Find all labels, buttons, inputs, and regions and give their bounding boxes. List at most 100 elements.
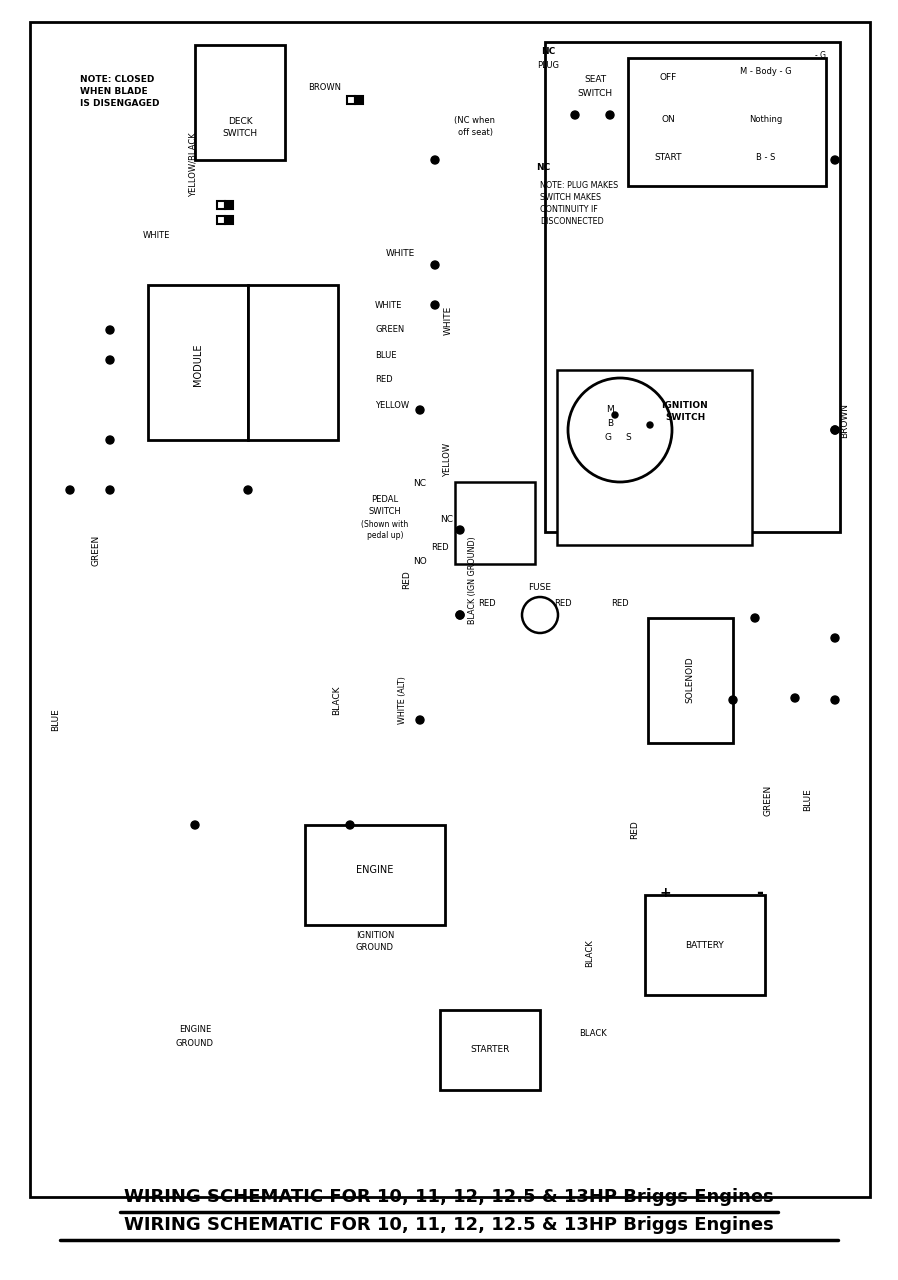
- Text: GREEN: GREEN: [763, 785, 772, 815]
- Text: BLACK: BLACK: [585, 940, 594, 966]
- Bar: [648, 618, 733, 742]
- Circle shape: [456, 526, 464, 534]
- Text: ENGINE: ENGINE: [179, 1025, 211, 1034]
- Circle shape: [831, 696, 839, 704]
- Text: BLACK: BLACK: [579, 1029, 607, 1038]
- Text: (Shown with: (Shown with: [361, 520, 409, 529]
- Text: RED: RED: [630, 820, 639, 840]
- Bar: [455, 483, 535, 564]
- Text: PEDAL: PEDAL: [372, 495, 399, 504]
- Text: WHITE: WHITE: [143, 230, 170, 239]
- Text: WHITE: WHITE: [375, 301, 402, 310]
- Circle shape: [456, 611, 464, 620]
- Circle shape: [456, 611, 464, 620]
- Text: SEAT: SEAT: [584, 76, 606, 84]
- Circle shape: [522, 596, 558, 634]
- Text: B - S: B - S: [756, 154, 776, 163]
- Text: DECK: DECK: [228, 118, 252, 127]
- Text: ON: ON: [661, 115, 675, 124]
- Text: IGNITION: IGNITION: [356, 931, 394, 940]
- Text: BLUE: BLUE: [375, 351, 397, 360]
- Text: WHEN BLADE: WHEN BLADE: [80, 87, 147, 96]
- Text: GROUND: GROUND: [356, 943, 394, 952]
- Text: BLUE: BLUE: [51, 709, 60, 731]
- Circle shape: [416, 406, 424, 413]
- Text: WHITE: WHITE: [444, 306, 453, 334]
- Text: IS DISENGAGED: IS DISENGAGED: [80, 100, 160, 109]
- Circle shape: [729, 696, 737, 704]
- Text: WHITE: WHITE: [385, 248, 415, 257]
- Circle shape: [751, 614, 759, 622]
- Bar: [195, 45, 285, 160]
- Circle shape: [568, 378, 672, 483]
- Text: NOTE: PLUG MAKES: NOTE: PLUG MAKES: [540, 180, 618, 189]
- Circle shape: [106, 486, 114, 494]
- Text: G: G: [604, 434, 612, 443]
- Circle shape: [831, 156, 839, 164]
- Text: Nothing: Nothing: [749, 115, 783, 124]
- Text: SWITCH: SWITCH: [577, 90, 612, 99]
- Text: SOLENOID: SOLENOID: [685, 657, 694, 703]
- Text: BROWN: BROWN: [841, 402, 850, 438]
- Circle shape: [647, 422, 653, 428]
- Text: PLUG: PLUG: [537, 60, 559, 69]
- Text: IGNITION: IGNITION: [662, 401, 709, 410]
- Circle shape: [831, 426, 839, 434]
- Bar: [545, 42, 840, 532]
- Text: NC: NC: [413, 479, 427, 488]
- Text: NC: NC: [541, 47, 555, 56]
- Text: RED: RED: [554, 599, 572, 608]
- Text: pedal up): pedal up): [366, 531, 403, 540]
- Text: +: +: [659, 886, 671, 900]
- Bar: [225, 216, 233, 224]
- Circle shape: [66, 486, 74, 494]
- Bar: [217, 216, 225, 224]
- Circle shape: [791, 694, 799, 701]
- Text: GREEN: GREEN: [92, 534, 101, 566]
- Text: GREEN: GREEN: [375, 325, 404, 334]
- Text: MODULE: MODULE: [193, 344, 203, 387]
- Text: SWITCH: SWITCH: [368, 507, 401, 517]
- Circle shape: [244, 486, 252, 494]
- Text: M: M: [606, 406, 614, 415]
- Circle shape: [831, 634, 839, 643]
- Text: BROWN: BROWN: [309, 83, 341, 92]
- Bar: [557, 370, 752, 545]
- Text: RED: RED: [612, 599, 629, 608]
- Bar: [305, 826, 445, 925]
- Text: S: S: [625, 434, 631, 443]
- Circle shape: [346, 820, 354, 829]
- Text: -: -: [756, 884, 763, 902]
- Text: - G: - G: [815, 50, 826, 59]
- Circle shape: [106, 356, 114, 364]
- Text: RED: RED: [431, 544, 449, 553]
- Text: WIRING SCHEMATIC FOR 10, 11, 12, 12.5 & 13HP Briggs Engines: WIRING SCHEMATIC FOR 10, 11, 12, 12.5 & …: [124, 1188, 774, 1206]
- Text: NC: NC: [536, 164, 550, 173]
- Circle shape: [416, 716, 424, 724]
- Bar: [355, 96, 363, 104]
- Circle shape: [106, 326, 114, 334]
- Bar: [217, 201, 225, 209]
- Circle shape: [606, 111, 614, 119]
- Text: STARTER: STARTER: [471, 1046, 510, 1055]
- Text: BLACK: BLACK: [332, 685, 341, 714]
- Bar: [148, 285, 248, 440]
- Text: RED: RED: [479, 599, 496, 608]
- Text: OFF: OFF: [659, 73, 676, 82]
- Text: ENGINE: ENGINE: [357, 865, 393, 876]
- Text: FUSE: FUSE: [529, 582, 551, 591]
- Text: NO: NO: [413, 558, 427, 567]
- Text: SWITCH: SWITCH: [665, 413, 705, 422]
- Text: RED: RED: [402, 571, 411, 589]
- Circle shape: [431, 301, 439, 308]
- Text: WHITE (ALT): WHITE (ALT): [399, 676, 408, 724]
- Bar: [248, 285, 338, 440]
- Text: YELLOW: YELLOW: [375, 401, 409, 410]
- Bar: [645, 895, 765, 995]
- Text: WIRING SCHEMATIC FOR 10, 11, 12, 12.5 & 13HP Briggs Engines: WIRING SCHEMATIC FOR 10, 11, 12, 12.5 & …: [124, 1216, 774, 1234]
- Bar: [225, 201, 233, 209]
- Text: SWITCH MAKES: SWITCH MAKES: [540, 192, 601, 201]
- Text: BLUE: BLUE: [804, 788, 813, 812]
- Bar: [628, 58, 826, 186]
- Bar: [347, 96, 355, 104]
